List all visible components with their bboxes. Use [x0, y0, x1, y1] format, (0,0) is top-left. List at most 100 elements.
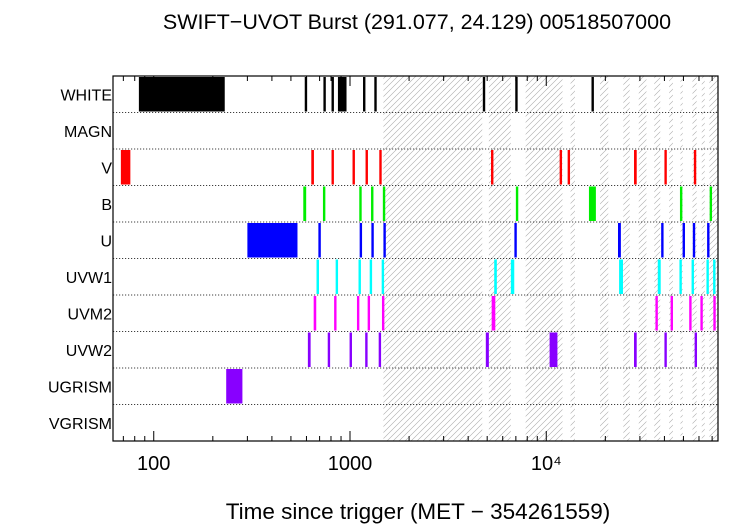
row-label-b: B — [101, 197, 112, 214]
row-label-u: U — [100, 233, 112, 250]
exposure-bar-v — [559, 150, 563, 185]
x-tick-label: 1000 — [328, 453, 373, 475]
exposure-bar-uvm2 — [713, 296, 716, 331]
exposure-bar-v — [693, 150, 697, 185]
x-tick-label: 100 — [137, 453, 170, 475]
exposure-bar-uvw1 — [335, 259, 339, 294]
exposure-bar-b — [382, 186, 386, 221]
exposure-bar-u — [682, 223, 685, 258]
hatched-interval — [488, 76, 511, 441]
exposure-bar-b — [322, 186, 326, 221]
exposure-bar-uvw1 — [381, 259, 385, 294]
exposure-bar-uvw2 — [365, 332, 368, 367]
row-label-white: WHITE — [60, 87, 112, 104]
exposure-bar-v — [365, 150, 368, 185]
exposure-bar-uvw1 — [358, 259, 361, 294]
exposure-bar-v — [331, 150, 334, 185]
x-axis-ticks — [122, 76, 713, 441]
exposure-bar-b — [303, 186, 307, 221]
exposure-bar-uvw2 — [307, 332, 311, 367]
exposure-bar-uvw1 — [316, 259, 319, 294]
exposure-bar-b — [359, 186, 362, 221]
exposure-bar-v — [120, 150, 131, 185]
exposure-bar-v — [379, 150, 382, 185]
exposure-bar-white — [374, 77, 377, 112]
exposure-bar-v — [311, 150, 314, 185]
chart-title: SWIFT−UVOT Burst (291.077, 24.129) 00518… — [163, 10, 671, 34]
exposure-bar-white — [304, 77, 308, 112]
exposure-bar-u — [371, 223, 374, 258]
exposure-bar-b — [588, 186, 596, 221]
exposure-bar-uvw2 — [349, 332, 352, 367]
exposure-bar-uvw1 — [713, 259, 716, 294]
exposure-bar-uvw2 — [549, 332, 558, 367]
exposure-bar-b — [679, 186, 683, 221]
row-label-ugrism: UGRISM — [48, 379, 112, 396]
exposure-bar-uvm2 — [367, 296, 371, 331]
exposure-bar-u — [359, 223, 363, 258]
row-label-v: V — [101, 160, 112, 177]
exposure-bar-v — [567, 150, 571, 185]
exposure-bar-uvw2 — [378, 332, 382, 367]
x-axis-label: Time since trigger (MET − 354261559) — [226, 499, 611, 524]
exposure-bar-uvm2 — [689, 296, 692, 331]
hatched-interval — [638, 76, 647, 441]
exposure-bar-uvw1 — [691, 259, 694, 294]
row-label-uvw1: UVW1 — [66, 270, 112, 287]
exposure-bar-uvw1 — [657, 259, 661, 294]
exposure-bar-uvw2 — [634, 332, 637, 367]
exposure-bar-b — [515, 186, 519, 221]
hatched-interval — [680, 76, 683, 441]
exposure-bar-uvw1 — [706, 259, 709, 294]
exposure-bar-uvw2 — [664, 332, 667, 367]
exposure-bar-white — [331, 77, 334, 112]
exposure-bar-white — [323, 77, 326, 112]
exposure-bar-u — [514, 223, 517, 258]
exposure-bar-u — [247, 223, 298, 258]
exposure-bar-u — [383, 223, 386, 258]
exposure-bar-uvm2 — [313, 296, 317, 331]
hatched-interval — [383, 76, 483, 441]
hatched-interval — [600, 76, 609, 441]
exposure-bar-u — [661, 223, 664, 258]
exposure-bar-white — [337, 77, 347, 112]
exposure-bar-u — [617, 223, 621, 258]
exposure-bar-uvw1 — [679, 259, 682, 294]
row-label-uvm2: UVM2 — [68, 306, 113, 323]
exposure-bar-uvw1 — [619, 259, 623, 294]
exposure-bar-uvw1 — [494, 259, 497, 294]
row-separators — [113, 112, 718, 405]
exposure-bar-uvw2 — [485, 332, 489, 367]
row-label-uvw2: UVW2 — [66, 343, 112, 360]
exposure-bar-uvm2 — [491, 296, 496, 331]
exposure-bar-u — [692, 223, 696, 258]
exposure-bar-uvw2 — [327, 332, 331, 367]
exposure-bar-b — [709, 186, 713, 221]
exposure-bar-v — [352, 150, 355, 185]
exposure-bar-b — [371, 186, 374, 221]
row-label-magn: MAGN — [64, 124, 112, 141]
exposure-bar-uvm2 — [655, 296, 658, 331]
exposure-bar-v — [634, 150, 637, 185]
hatched-interval — [692, 76, 697, 441]
row-labels: WHITE MAGN V B U UVW1 UVM2 UVW2 UGRISM VGRISM — [48, 87, 112, 433]
exposure-bar-uvm2 — [381, 296, 385, 331]
exposure-bar-uvm2 — [670, 296, 673, 331]
exposure-bar-uvw1 — [369, 259, 373, 294]
x-tick-labels: 100 1000 10⁴ — [137, 453, 562, 475]
exposure-bar-white — [138, 77, 225, 112]
plot-frame — [112, 75, 719, 442]
exposure-bar-white — [591, 77, 594, 112]
row-label-vgrism: VGRISM — [49, 416, 112, 433]
exposure-bars — [120, 77, 716, 404]
exposure-bar-uvw1 — [510, 259, 515, 294]
exposure-bar-uvm2 — [356, 296, 360, 331]
hatched-interval — [654, 76, 661, 441]
exposure-bar-white — [515, 77, 518, 112]
exposure-bar-ugrism — [226, 369, 243, 404]
exposure-bar-u — [707, 223, 710, 258]
exposure-bar-white — [363, 77, 366, 112]
hatched-regions — [383, 76, 718, 441]
x-tick-label: 10⁴ — [531, 453, 562, 475]
